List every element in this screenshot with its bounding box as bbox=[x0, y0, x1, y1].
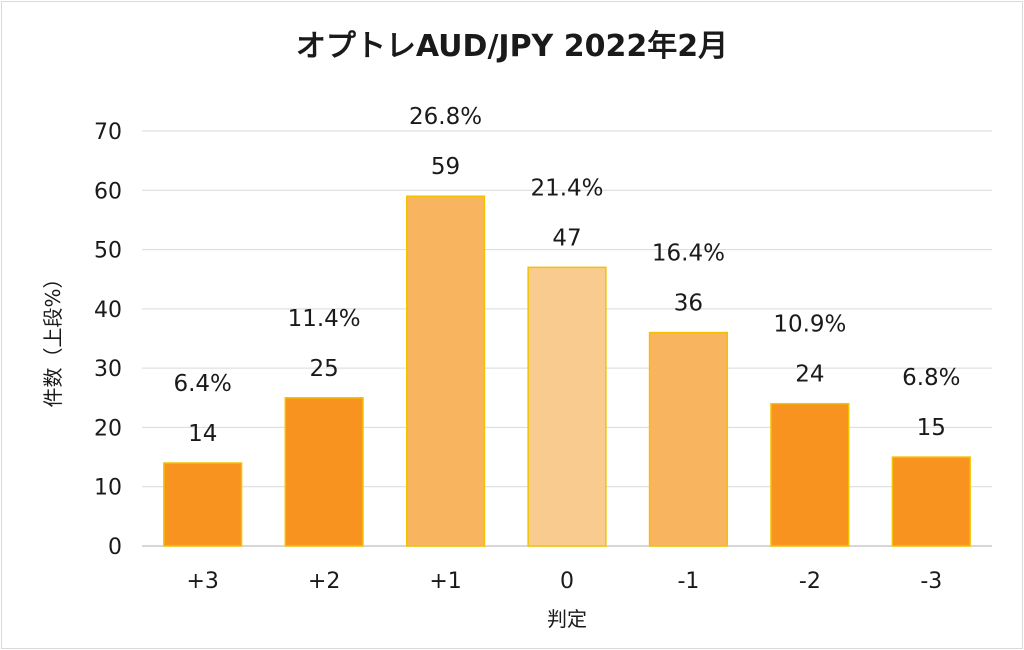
y-tick-label: 20 bbox=[94, 416, 122, 441]
x-tick-label: 0 bbox=[560, 569, 574, 594]
percent-label: 16.4% bbox=[652, 241, 725, 267]
x-tick-label: +3 bbox=[186, 569, 218, 594]
y-tick-label: 10 bbox=[94, 476, 122, 501]
y-tick-label: 70 bbox=[94, 120, 122, 145]
bar bbox=[284, 397, 364, 547]
x-axis-label: 判定 bbox=[547, 607, 587, 631]
x-tick-label: +1 bbox=[429, 569, 461, 594]
value-label: 47 bbox=[552, 225, 581, 251]
x-tick-labels: +3 +2 +1 0 -1 -2 -3 bbox=[186, 569, 942, 594]
x-tick-label: -3 bbox=[920, 569, 942, 594]
y-tick-label: 30 bbox=[94, 357, 122, 382]
value-label: 24 bbox=[795, 362, 824, 388]
percent-label: 11.4% bbox=[288, 306, 361, 332]
percent-label: 6.4% bbox=[173, 371, 231, 397]
value-label: 25 bbox=[310, 356, 339, 382]
percent-label: 21.4% bbox=[530, 175, 603, 201]
value-label: 36 bbox=[674, 291, 703, 317]
value-label: 14 bbox=[188, 421, 217, 447]
y-tick-label: 60 bbox=[94, 179, 122, 204]
y-tick-labels: 0 10 20 30 40 50 60 70 bbox=[94, 120, 122, 560]
data-labels: 14 6.4% 25 11.4% 59 26.8% 47 21.4% 36 16.4% 24 10.9… bbox=[173, 104, 960, 447]
bar bbox=[891, 456, 971, 547]
y-tick-label: 0 bbox=[108, 535, 122, 560]
bar bbox=[163, 462, 243, 547]
bar bbox=[770, 402, 850, 547]
value-label: 59 bbox=[431, 154, 460, 180]
percent-label: 26.8% bbox=[409, 104, 482, 130]
value-label: 15 bbox=[917, 415, 946, 441]
x-tick-label: -2 bbox=[799, 569, 821, 594]
chart-title: オプトレAUD/JPY 2022年2月 bbox=[296, 29, 728, 64]
x-tick-label: -1 bbox=[677, 569, 699, 594]
percent-label: 10.9% bbox=[773, 312, 846, 338]
x-tick-label: +2 bbox=[308, 569, 340, 594]
bar bbox=[405, 195, 486, 547]
y-tick-label: 40 bbox=[94, 298, 122, 323]
percent-label: 6.8% bbox=[902, 365, 960, 391]
y-tick-label: 50 bbox=[94, 239, 122, 264]
bars bbox=[163, 195, 971, 547]
bar bbox=[648, 331, 729, 547]
bar bbox=[527, 266, 607, 547]
y-axis-label: 件数（上段%） bbox=[41, 268, 65, 407]
